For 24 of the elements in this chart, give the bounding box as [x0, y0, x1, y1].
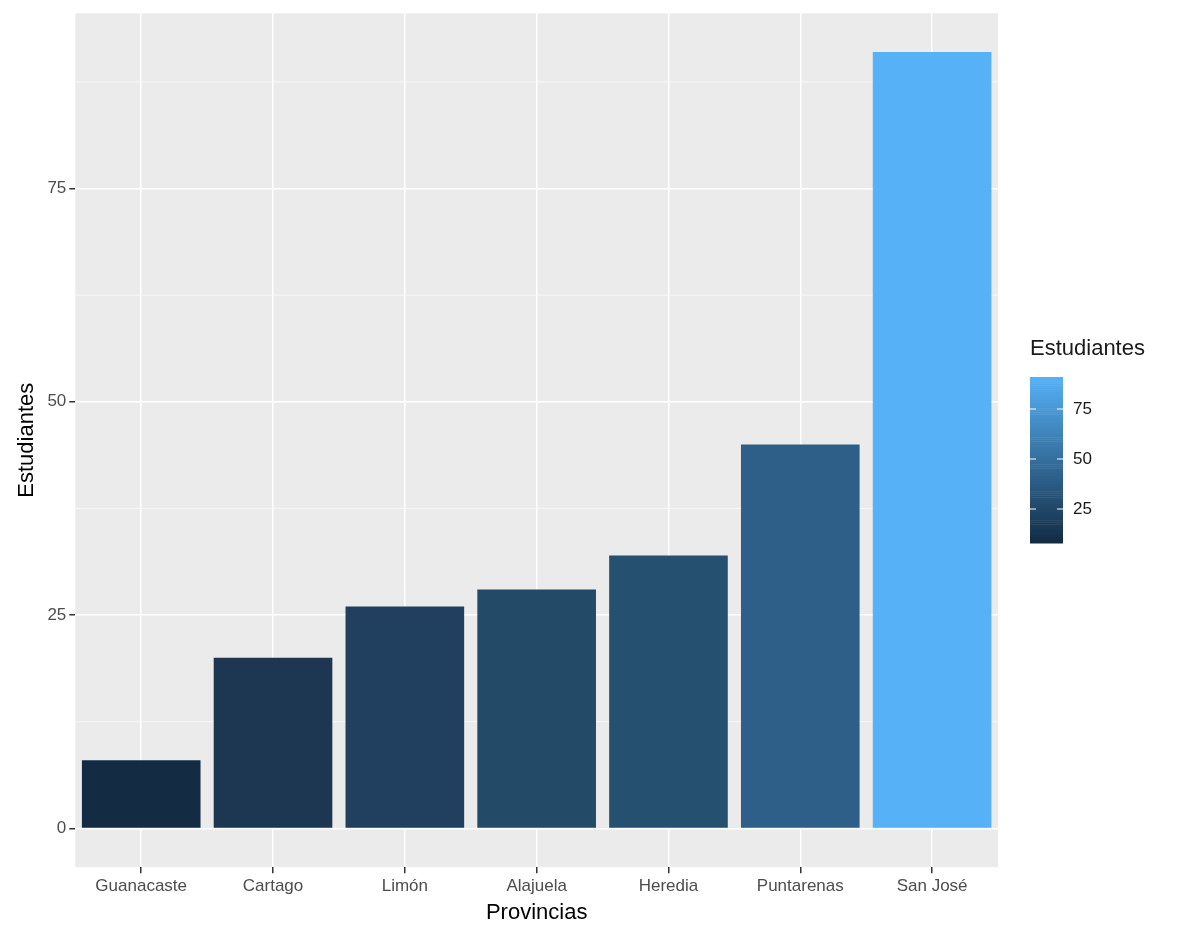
y-tick-label: 50: [47, 391, 67, 411]
color-bar-label: 50: [1073, 448, 1092, 468]
color-bar-label: 25: [1073, 498, 1092, 518]
y-axis-title: Estudiantes: [13, 382, 39, 498]
x-tick-label: Cartago: [242, 876, 304, 896]
x-tick-label: Heredia: [638, 876, 699, 896]
bar: [477, 589, 596, 828]
bar: [872, 52, 992, 828]
y-tick-label: 75: [47, 178, 67, 198]
color-bar-title: Estudiantes: [1030, 335, 1145, 360]
x-tick-label: Limón: [381, 876, 428, 896]
x-tick-label: Guanacaste: [95, 876, 188, 896]
x-axis-title: Provincias: [485, 898, 588, 924]
bar: [81, 760, 201, 828]
bar: [609, 555, 728, 828]
x-tick-label: Alajuela: [506, 876, 568, 896]
x-tick-label: Puntarenas: [756, 876, 844, 896]
bar: [213, 657, 333, 828]
x-tick-label: San José: [896, 876, 968, 896]
y-tick-label: 25: [47, 604, 67, 624]
y-tick-label: 0: [56, 818, 67, 838]
bar: [740, 444, 860, 828]
bar: [345, 606, 465, 828]
color-bar-label: 75: [1073, 398, 1092, 418]
